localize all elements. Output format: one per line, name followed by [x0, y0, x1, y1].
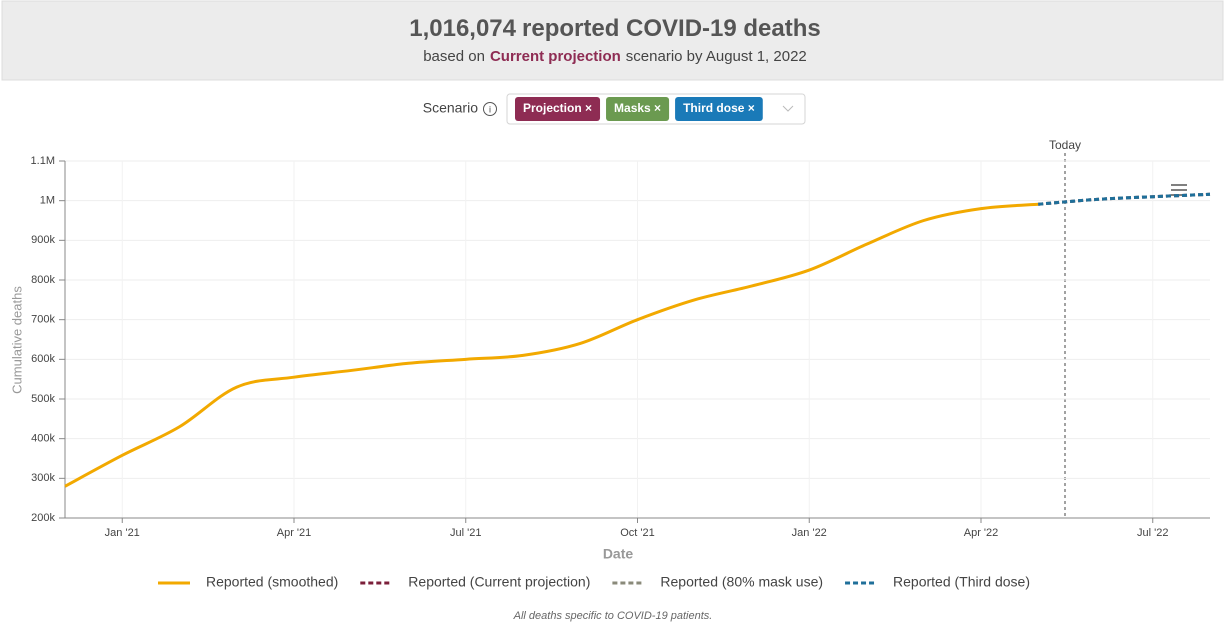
today-label: Today — [1049, 138, 1081, 152]
subtitle-suffix: scenario by August 1, 2022 — [626, 48, 807, 65]
x-tick-label: Oct '21 — [620, 527, 655, 539]
death-count: 1,016,074 — [409, 15, 516, 42]
chip-label: Projection × — [523, 101, 592, 115]
y-tick-label: 400k — [31, 433, 55, 445]
y-tick-label: 700k — [31, 314, 55, 326]
settings-icon[interactable] — [1171, 184, 1187, 196]
y-tick-label: 800k — [31, 274, 55, 286]
y-tick-label: 1.1M — [31, 155, 55, 167]
select-caret[interactable] — [782, 105, 794, 112]
x-tick-label: Apr '21 — [277, 527, 312, 539]
x-tick-label: Jan '21 — [105, 527, 140, 539]
x-axis-label: Date — [603, 546, 634, 562]
header-box — [1, 0, 1224, 81]
scenario-chips: Projection × Masks × Third dose × — [515, 97, 763, 121]
subtitle-prefix: based on — [423, 48, 485, 65]
info-icon[interactable] — [483, 102, 497, 116]
scenario-chip[interactable] — [515, 97, 601, 121]
x-tick-label: Jul '22 — [1137, 527, 1168, 539]
y-tick-label: 900k — [31, 234, 55, 246]
scenario-label: Scenario — [423, 100, 478, 116]
legend: Reported (smoothed) Reported (Current pro… — [158, 574, 1030, 590]
y-tick-label: 600k — [31, 353, 55, 365]
x-tick-label: Jan '22 — [792, 527, 827, 539]
chip-label: Masks × — [614, 101, 661, 115]
series-line — [1038, 192, 1211, 206]
scenario-chip[interactable] — [675, 97, 763, 121]
x-tick-label: Apr '22 — [964, 527, 999, 539]
y-tick-label: 1M — [40, 195, 55, 207]
y-tick-label: 500k — [31, 393, 55, 405]
legend-label: Reported (Current projection) — [408, 574, 590, 590]
subtitle-scenario: Current projection — [490, 48, 621, 65]
y-axis-label: Cumulative deaths — [9, 286, 24, 394]
header-subtitle: based on Current projection scenario by Au… — [423, 48, 807, 65]
legend-label: Reported (Third dose) — [893, 574, 1030, 590]
info-glyph: i — [489, 104, 491, 114]
y-tick-label: 200k — [31, 512, 55, 524]
chip-label: Third dose × — [683, 101, 755, 115]
series-line — [64, 202, 1039, 488]
legend-label: Reported (smoothed) — [206, 574, 338, 590]
y-tick-label: 300k — [31, 472, 55, 484]
legend-label: Reported (80% mask use) — [660, 574, 823, 590]
footnote: All deaths specific to COVID-19 patients… — [513, 610, 713, 622]
title-text: reported COVID-19 deaths — [522, 15, 821, 42]
scenario-chip[interactable] — [606, 97, 670, 121]
header-title: 1,016,074 reported COVID-19 deaths — [409, 15, 821, 42]
x-tick-label: Jul '21 — [450, 527, 481, 539]
plot: 200k 300k 400k 500k 600k 700k 800k 900k 1M 1.1M Ja… — [31, 155, 1211, 539]
